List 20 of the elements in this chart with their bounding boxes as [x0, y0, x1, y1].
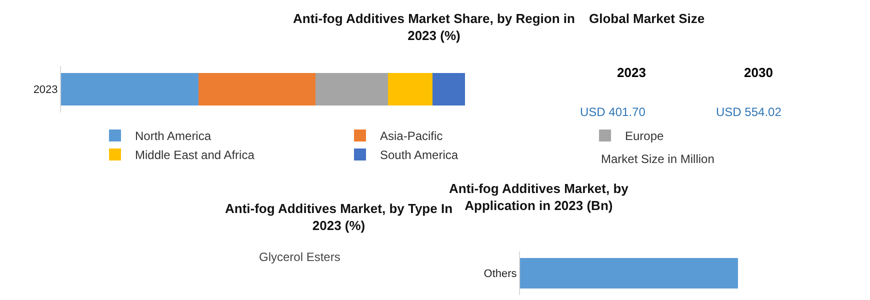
text: USD 554.02	[716, 105, 782, 119]
text: Glycerol Esters	[259, 250, 340, 264]
bar	[388, 72, 432, 106]
bar	[61, 72, 198, 106]
text: Global Market Size	[589, 11, 705, 26]
y-tick-label: Others	[484, 268, 518, 280]
legend-label: Asia-Pacific	[380, 129, 443, 144]
legend-label: North America	[135, 129, 212, 144]
text: 2030	[744, 65, 773, 80]
bar	[315, 72, 388, 106]
bar	[198, 72, 316, 106]
text: 2023	[617, 65, 646, 80]
legend-label: South America	[380, 148, 458, 162]
legend-label: Middle East and Africa	[135, 148, 255, 162]
text: Market Size in Million	[601, 152, 714, 166]
legend-label: Europe	[625, 129, 664, 144]
bar	[432, 72, 465, 106]
text: Anti-fog Additives Market, by Type In 2023 (%)	[225, 201, 453, 233]
text: USD 401.70	[580, 105, 646, 119]
chart-title: Anti-fog Additives Market Share, by Region in 2023 (%)	[293, 11, 575, 43]
